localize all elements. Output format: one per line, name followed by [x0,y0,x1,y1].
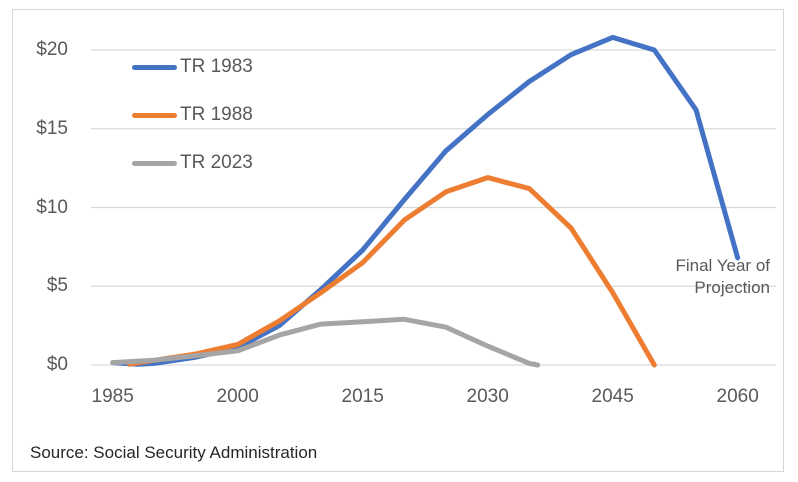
x-axis-tick-label: 2015 [341,386,384,407]
legend-item-tr-1983: TR 1983 [132,43,253,91]
y-axis-tick-label: $20 [36,39,68,60]
legend-item-tr-1988: TR 1988 [132,91,253,139]
y-axis-tick-label: $10 [36,196,68,218]
x-axis-tick-label: 2045 [591,386,634,407]
y-axis-tick-label: $0 [46,354,68,375]
legend-label: TR 1988 [180,104,253,125]
series-line-tr-2023 [110,316,541,368]
legend-label: TR 2023 [180,152,253,173]
series-line-tr-1988 [126,175,657,368]
x-axis-tick-label: 1985 [91,386,134,407]
x-axis-tick-label: 2000 [216,386,259,407]
x-axis-tick-label: 2060 [716,386,759,407]
chart-frame [12,9,784,472]
source-note: Source: Social Security Administration [30,443,318,462]
legend-line-swatch-icon [132,160,177,166]
y-axis-tick-label: $5 [46,275,68,297]
chart-legend: TR 1983 TR 1988 TR 2023 [132,43,253,187]
y-axis-tick-label: $15 [36,117,68,139]
legend-line-swatch-icon [132,112,177,118]
annotation-final-year-of-projection: Final Year of Projection [675,256,770,297]
legend-label: TR 1983 [180,56,253,77]
legend-item-tr-2023: TR 2023 [132,139,253,187]
legend-line-swatch-icon [132,64,177,70]
x-axis-tick-label: 2030 [466,386,509,407]
